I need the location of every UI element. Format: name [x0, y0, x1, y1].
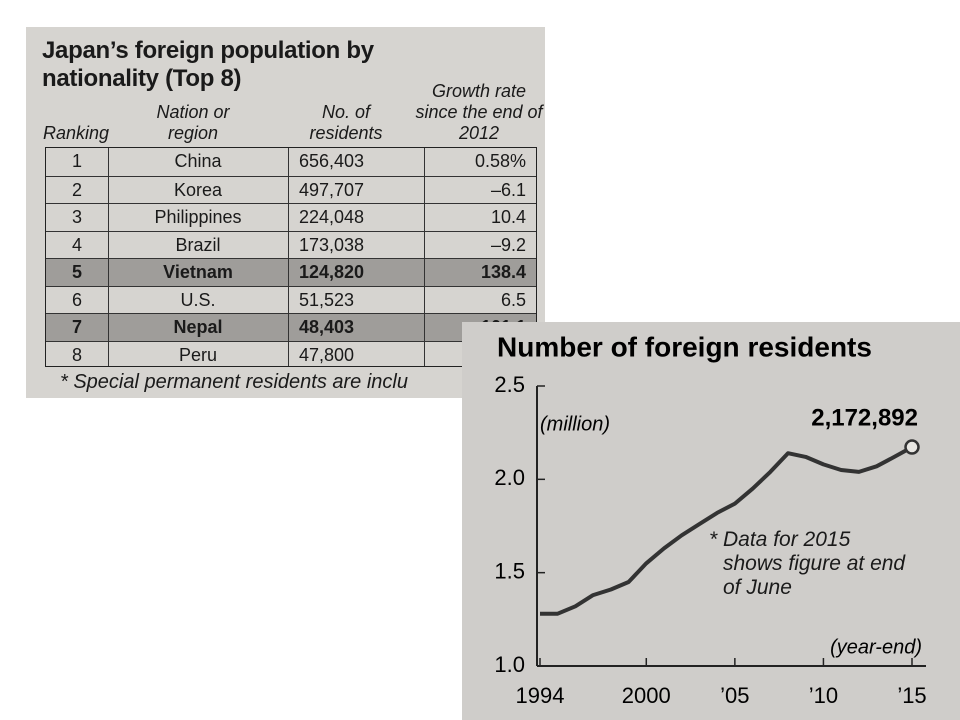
y-axis-label: (million)	[540, 413, 610, 435]
table-cell: 6	[71, 289, 82, 310]
table-cell: 1	[71, 151, 82, 171]
annotation: 2,172,892	[811, 404, 918, 431]
table-cell: Nepal	[173, 317, 223, 337]
x-axis-label: (year-end)	[830, 636, 922, 658]
chart-panel	[462, 322, 960, 720]
column-line	[424, 148, 425, 366]
x-tick-label: ’10	[809, 683, 838, 708]
table-cell: 173,038	[299, 234, 365, 255]
table-cell: 5	[71, 262, 82, 282]
table-row: 3 Philippines 224,048 10.4	[46, 203, 536, 231]
table-cell: 51,523	[299, 289, 355, 310]
x-tick-label: ’05	[720, 683, 749, 708]
table-cell: 3	[71, 207, 82, 227]
table-row: 4 Brazil 173,038 –9.2	[46, 230, 536, 259]
y-tick-label: 2.5	[494, 372, 525, 397]
table-cell: 8	[71, 344, 82, 365]
column-line	[108, 148, 109, 366]
header: Ranking	[42, 123, 110, 143]
table-row: 5 Vietnam 124,820 138.4	[46, 258, 536, 286]
x-tick-label: 1994	[516, 683, 565, 708]
table-cell: Korea	[173, 179, 223, 200]
table-cell: 4	[71, 234, 82, 255]
footnote: * Special permanent residents are inclu	[60, 371, 408, 393]
table-row: 1 China 656,403 0.58%	[46, 148, 536, 176]
table-cell: 6.5	[500, 289, 526, 310]
header: Nation or region	[156, 102, 230, 143]
end-point	[904, 439, 920, 455]
table-cell: 224,048	[299, 207, 365, 227]
note-box: * Data for 2015 shows figure at end of J…	[709, 528, 906, 599]
y-tick-label: 1.0	[494, 652, 525, 677]
header: Growth rate since the end of 2012	[415, 81, 543, 143]
table-cell: China	[174, 151, 222, 171]
table-cell: 656,403	[299, 151, 365, 171]
data-line	[540, 445, 913, 616]
table-cell: 48,403	[299, 317, 355, 337]
table-cell: 0.58%	[474, 151, 526, 171]
y-tick-label: 1.5	[494, 558, 525, 583]
table-cell: –9.2	[490, 234, 526, 255]
table-row: 2 Korea 497,707 –6.1	[46, 175, 536, 204]
table-cell: Vietnam	[163, 262, 233, 282]
table-cell: 138.4	[480, 262, 526, 282]
chart-title: Number of foreign residents	[497, 331, 872, 362]
table-cell: 497,707	[299, 179, 365, 200]
table-cell: 10.4	[490, 207, 526, 227]
x-tick-label: 2000	[622, 683, 671, 708]
header: No. of residents	[309, 102, 383, 143]
table-cell: U.S.	[180, 289, 216, 310]
table-cell: –6.1	[490, 179, 526, 200]
x-tick-label: ’15	[897, 683, 926, 708]
column-line	[288, 148, 289, 366]
table-cell: Peru	[178, 344, 218, 365]
table-panel: Japan’s foreign population by nationalit…	[26, 27, 545, 398]
table-cell: 2	[71, 179, 82, 200]
table-cell: 124,820	[299, 262, 365, 282]
note: * Data for 2015 shows figure at end of J…	[709, 528, 906, 599]
table-cell: Brazil	[175, 234, 221, 255]
table-cell: Philippines	[154, 207, 242, 227]
y-tick-label: 2.0	[494, 465, 525, 490]
table-title: Japan’s foreign population by nationalit…	[42, 37, 374, 92]
table-cell: 7	[71, 317, 82, 337]
table-body: 1 China 656,403 0.58% 2 Korea 497,707 –6.1 3 Phil…	[45, 147, 537, 367]
table-cell: 47,800	[299, 344, 355, 365]
table-row: 6 U.S. 51,523 6.5	[46, 285, 536, 314]
